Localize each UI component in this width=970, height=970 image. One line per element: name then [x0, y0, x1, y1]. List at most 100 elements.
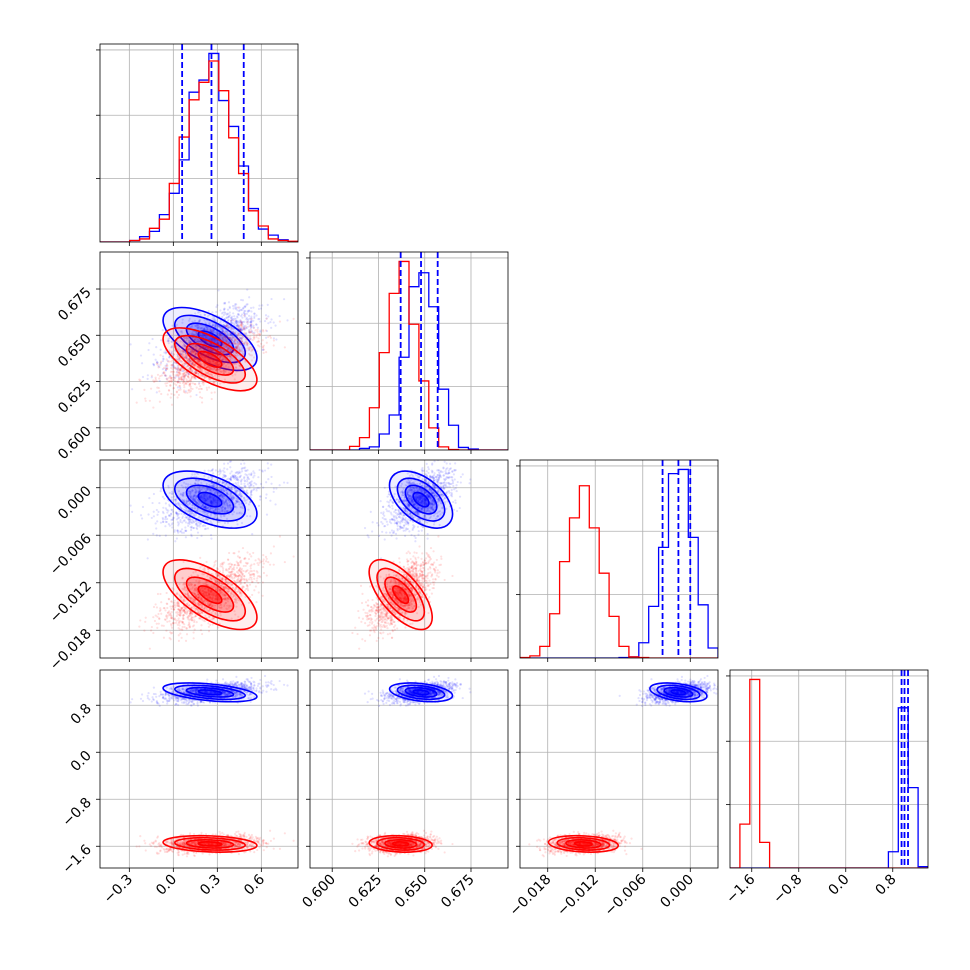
- sample-point: [235, 346, 239, 349]
- sample-point: [159, 363, 162, 366]
- sample-point: [219, 326, 222, 329]
- sample-point: [224, 336, 228, 340]
- sample-point: [229, 333, 233, 336]
- sample-point: [180, 352, 184, 355]
- sample-point: [188, 621, 191, 624]
- sample-point: [240, 328, 243, 331]
- sample-point: [197, 327, 200, 330]
- sample-point: [158, 377, 161, 380]
- sample-point: [192, 332, 195, 336]
- sample-point: [206, 315, 209, 318]
- sample-point: [203, 359, 207, 362]
- sample-point: [252, 488, 255, 491]
- sample-point: [251, 338, 254, 342]
- sample-point: [189, 351, 192, 354]
- sample-point: [193, 628, 196, 631]
- sample-point: [212, 338, 216, 341]
- sample-point: [236, 313, 240, 316]
- sample-point: [236, 579, 239, 582]
- sample-point: [241, 316, 244, 319]
- sample-point: [239, 337, 242, 340]
- sample-point: [184, 390, 187, 393]
- histogram-panel-3: [726, 669, 929, 872]
- sample-point: [235, 346, 238, 349]
- sample-point: [243, 312, 246, 315]
- density-layer: [129, 288, 295, 409]
- sample-point: [176, 396, 179, 399]
- sample-point: [167, 522, 170, 526]
- sample-point: [239, 326, 242, 330]
- sample-point: [230, 337, 233, 340]
- sample-point: [252, 319, 255, 322]
- sample-point: [222, 329, 225, 332]
- sample-point: [173, 377, 177, 380]
- sample-point: [242, 307, 245, 310]
- sample-point: [181, 622, 184, 625]
- sample-point: [204, 359, 207, 362]
- sample-point: [233, 328, 236, 331]
- sample-point: [217, 332, 220, 335]
- sample-point: [262, 571, 266, 575]
- sample-point: [156, 386, 159, 389]
- sample-point: [212, 328, 215, 331]
- sample-point: [161, 495, 164, 498]
- sample-point: [158, 365, 161, 369]
- sample-point: [240, 320, 243, 324]
- sample-point: [216, 325, 219, 328]
- sample-point: [187, 373, 190, 376]
- sample-point: [198, 334, 202, 337]
- sample-point: [211, 339, 214, 342]
- sample-point: [224, 312, 227, 315]
- sample-point: [173, 393, 176, 396]
- sample-point: [194, 344, 197, 348]
- sample-point: [259, 333, 262, 336]
- sample-point: [221, 359, 225, 362]
- sample-point: [183, 363, 186, 366]
- sample-point: [209, 469, 212, 473]
- sample-point: [221, 334, 224, 338]
- sample-point: [179, 352, 182, 356]
- sample-point: [226, 340, 229, 343]
- sample-point: [242, 342, 245, 345]
- sample-point: [205, 326, 208, 329]
- sample-point: [262, 344, 265, 347]
- sample-point: [194, 352, 198, 355]
- sample-point: [237, 310, 241, 313]
- sample-point: [166, 606, 169, 610]
- sample-point: [234, 303, 237, 306]
- sample-point: [227, 315, 230, 318]
- sample-point: [253, 563, 256, 566]
- sample-point: [196, 524, 199, 527]
- sample-point: [250, 323, 253, 326]
- sample-point: [246, 288, 249, 291]
- sample-point: [198, 339, 201, 343]
- sample-point: [182, 350, 185, 353]
- sample-point: [156, 513, 159, 516]
- sample-point: [167, 376, 170, 380]
- sample-point: [203, 319, 206, 322]
- sample-point: [135, 401, 138, 404]
- sample-point: [181, 521, 184, 524]
- sample-point: [232, 312, 235, 315]
- sample-point: [222, 313, 226, 317]
- sample-point: [159, 354, 162, 357]
- sample-point: [278, 320, 282, 323]
- sample-point: [196, 340, 199, 343]
- sample-point: [231, 318, 235, 321]
- sample-point: [202, 383, 205, 386]
- sample-point: [216, 347, 219, 350]
- sample-point: [278, 314, 281, 318]
- sample-point: [239, 333, 243, 337]
- sample-point: [155, 391, 158, 394]
- sample-point: [211, 330, 214, 333]
- sample-point: [170, 340, 173, 344]
- sample-point: [236, 555, 240, 558]
- sample-point: [225, 324, 229, 328]
- sample-point: [215, 331, 218, 335]
- sample-point: [233, 319, 236, 322]
- sample-point: [189, 395, 192, 398]
- sample-point: [181, 531, 184, 534]
- sample-point: [211, 328, 215, 332]
- sample-point: [272, 344, 275, 347]
- sample-point: [188, 326, 192, 329]
